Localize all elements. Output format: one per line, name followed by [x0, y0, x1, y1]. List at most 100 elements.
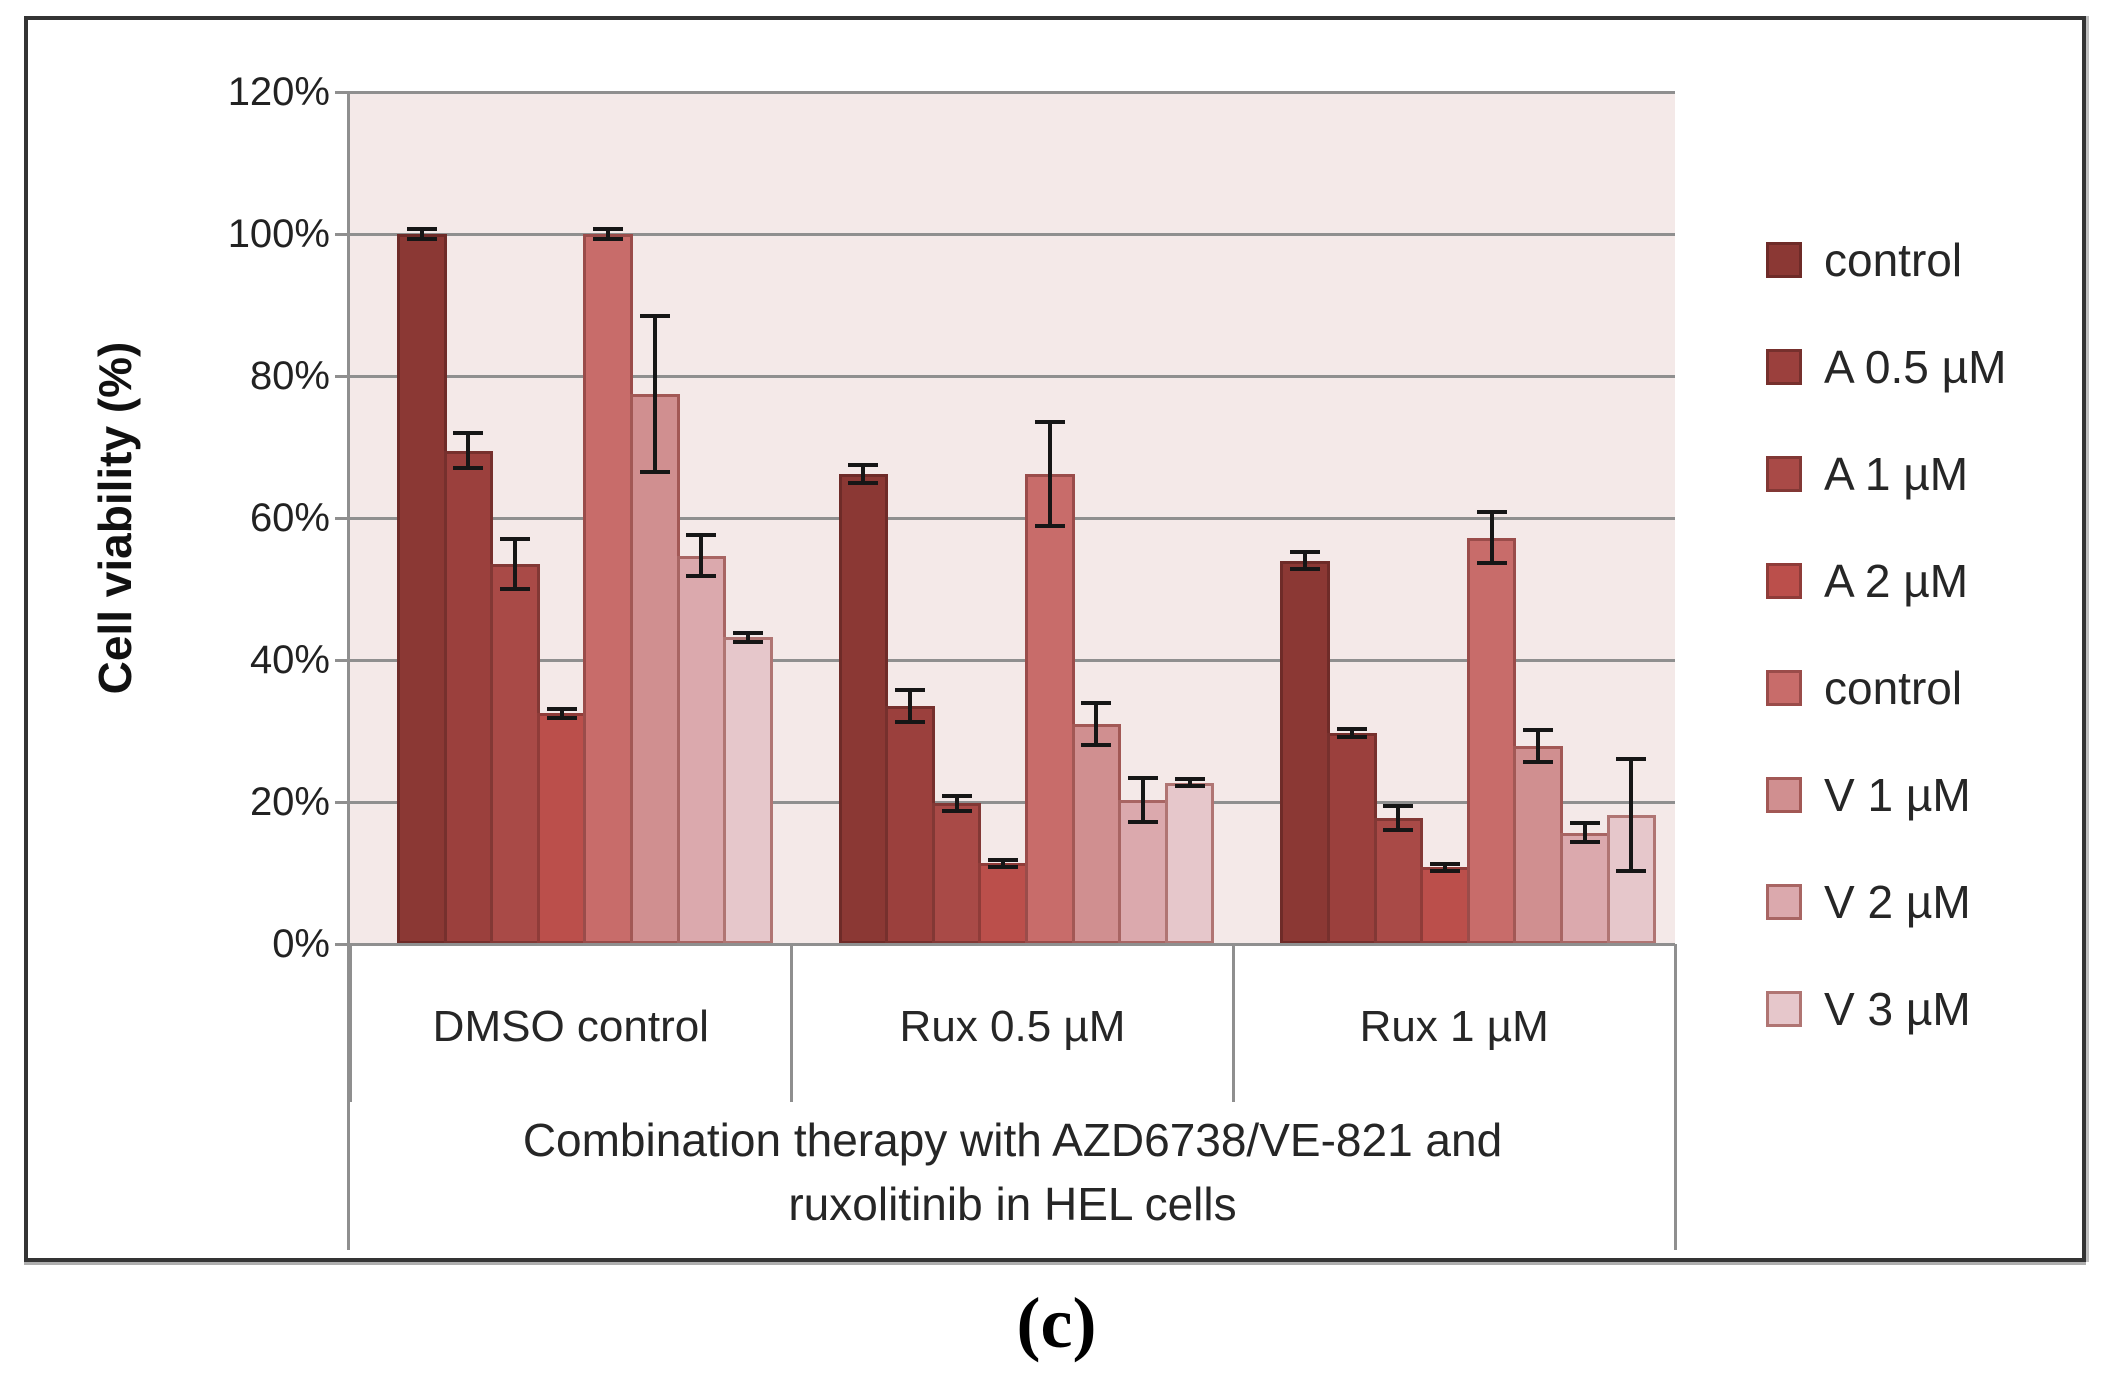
legend-swatch: [1766, 349, 1802, 385]
error-bar-cap-bottom: [1569, 840, 1600, 845]
y-axis-tick: [335, 375, 350, 378]
y-tick-label: 60%: [249, 496, 330, 540]
error-bar-cap-bottom: [406, 236, 437, 241]
legend-item: A 2 µM: [1766, 555, 1968, 607]
error-bar: [419, 229, 424, 239]
error-bar-cap-top: [1429, 861, 1460, 866]
error-bar-cap-bottom: [639, 469, 670, 474]
y-tick-label: 20%: [249, 780, 330, 824]
bar: [1164, 782, 1215, 944]
error-bar-cap-bottom: [593, 236, 624, 241]
bar: [676, 555, 727, 944]
error-bar: [908, 689, 913, 723]
error-bar-cap-top: [941, 794, 972, 799]
bar: [397, 234, 447, 944]
legend-label: V 3 µM: [1824, 983, 1971, 1035]
error-bar-cap-top: [1128, 775, 1159, 780]
error-bar-cap-top: [1383, 804, 1414, 809]
bar: [723, 637, 773, 944]
legend-swatch: [1766, 884, 1802, 920]
bar: [1373, 818, 1424, 944]
error-bar-cap-bottom: [453, 466, 484, 471]
error-bar: [699, 535, 704, 577]
error-bar-cap-top: [1174, 777, 1205, 782]
legend-label: A 2 µM: [1824, 555, 1969, 607]
gridline: [350, 517, 1675, 520]
x-axis-line: [335, 943, 1675, 946]
error-bar: [466, 432, 471, 469]
legend-item: V 1 µM: [1766, 769, 1971, 821]
error-bar: [1536, 730, 1541, 762]
y-tick-label: 120%: [227, 70, 330, 114]
error-bar: [1094, 702, 1099, 746]
error-bar: [1582, 822, 1587, 843]
gridline: [350, 91, 1675, 94]
y-axis-tick: [335, 91, 350, 94]
error-bar-cap-bottom: [1174, 784, 1205, 789]
legend-label: V 2 µM: [1824, 876, 1971, 928]
error-bar-cap-bottom: [733, 639, 763, 644]
error-bar-cap-top: [546, 706, 577, 711]
error-bar-cap-bottom: [1429, 868, 1460, 873]
error-bar: [1001, 859, 1006, 867]
error-bar: [559, 708, 564, 718]
error-bar-cap-bottom: [1128, 819, 1159, 824]
x-axis-title-line2: ruxolitinib in HEL cells: [788, 1178, 1237, 1230]
error-bar: [513, 539, 517, 589]
legend-label: A 0.5 µM: [1824, 341, 2007, 393]
error-bar-cap-top: [895, 687, 926, 692]
error-bar-cap-top: [593, 227, 624, 232]
category-separator: [790, 944, 794, 1102]
error-bar-cap-bottom: [1290, 567, 1321, 572]
error-bar-cap-top: [453, 430, 484, 435]
bar: [1513, 745, 1563, 944]
error-bar: [1187, 779, 1192, 787]
gridline: [350, 375, 1675, 378]
legend-swatch: [1766, 670, 1802, 706]
error-bar-cap-bottom: [546, 715, 577, 720]
gridline: [350, 659, 1675, 662]
error-bar-cap-bottom: [941, 808, 972, 813]
bar: [1025, 473, 1075, 944]
error-bar-cap-top: [1476, 510, 1507, 515]
y-tick-label: 40%: [249, 638, 330, 682]
legend-item: control: [1766, 662, 1962, 714]
plot-right-line: [1674, 944, 1677, 1250]
legend-label: control: [1824, 234, 1963, 286]
error-bar: [1047, 422, 1052, 526]
figure-border: [24, 16, 2086, 1262]
error-bar-cap-bottom: [848, 481, 879, 486]
bar: [1280, 560, 1330, 944]
x-axis-title-line1: Combination therapy with AZD6738/VE-821 …: [522, 1114, 1503, 1166]
legend-item: V 2 µM: [1766, 876, 1971, 928]
category-separator: [348, 944, 352, 1102]
y-axis-tick: [335, 659, 350, 662]
error-bar-cap-top: [1569, 820, 1600, 825]
legend-item: A 0.5 µM: [1766, 341, 2006, 393]
legend-swatch: [1766, 777, 1802, 813]
error-bar: [1396, 806, 1401, 831]
bar: [978, 863, 1029, 944]
error-bar: [1141, 777, 1146, 822]
error-bar-cap-top: [639, 313, 670, 318]
error-bar-cap-top: [988, 857, 1019, 862]
bar: [583, 234, 633, 944]
y-axis-tick: [335, 517, 350, 520]
legend-item: A 1 µM: [1766, 448, 1968, 500]
legend-swatch: [1766, 242, 1802, 278]
error-bar-cap-top: [1616, 756, 1647, 761]
error-bar: [1349, 728, 1354, 738]
bar: [885, 706, 935, 944]
error-bar-cap-top: [500, 537, 530, 542]
error-bar-cap-top: [848, 462, 879, 467]
legend-swatch: [1766, 991, 1802, 1027]
legend-item: control: [1766, 234, 1962, 286]
error-bar-cap-top: [686, 533, 717, 538]
bar: [1071, 723, 1122, 944]
bar: [443, 450, 494, 944]
bar: [1326, 733, 1377, 944]
bar: [536, 713, 587, 944]
error-bar-cap-bottom: [1523, 759, 1554, 764]
error-bar: [1442, 863, 1447, 871]
